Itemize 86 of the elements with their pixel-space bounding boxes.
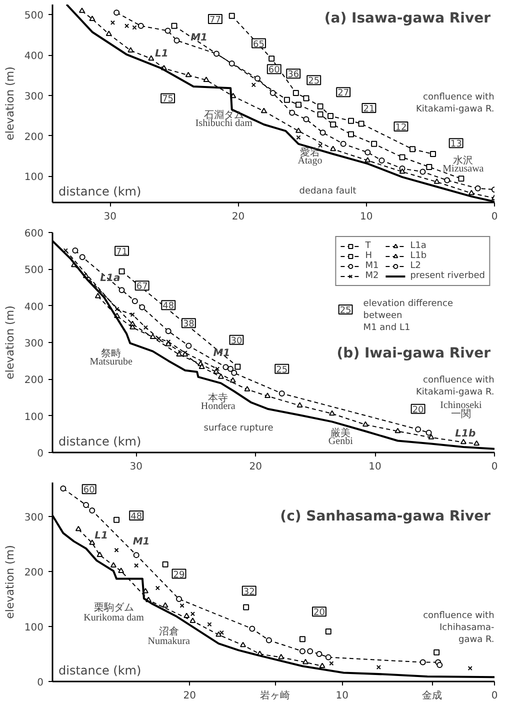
y-tick-label: 500 [24, 10, 44, 22]
x-tick-label: 20 [232, 212, 245, 222]
x-tick-label: 0 [491, 462, 498, 472]
y-axis-title: elevation (m) [3, 66, 16, 140]
y-tick-label: 100 [24, 622, 44, 634]
annotation: Ishibuchi dam [195, 118, 253, 129]
legend-label: present riverbed [410, 271, 485, 281]
annotation: Hondera [200, 401, 236, 412]
annotation: confluence with Kitakami-gawa R. [416, 376, 494, 398]
annotation: 25 [276, 365, 288, 376]
annotation: 77 [209, 16, 221, 26]
x-tick-label: 20 [183, 690, 196, 702]
annotation: M1 [190, 32, 208, 44]
legend-label: M1 [365, 261, 380, 271]
annotation: 25 [340, 306, 352, 316]
annotation: 60 [83, 486, 96, 496]
legend-label: L1b [410, 251, 428, 261]
text: (c) Sanhasama-gawa River [280, 508, 491, 524]
x-tick-label: 10 [360, 212, 373, 222]
x-axis-title: distance (km) [58, 184, 142, 198]
annotation: 30 [230, 336, 242, 346]
annotation: L1a [100, 273, 121, 284]
y-tick-label: 400 [24, 302, 44, 313]
annotation: L1b [455, 428, 476, 440]
annotation: 21 [363, 104, 375, 114]
annotation: 栗駒ダム [94, 601, 134, 614]
text: (b) Iwai-gawa River [336, 346, 491, 362]
legend-label: L1a [410, 241, 428, 251]
annotation: 25 [308, 76, 320, 87]
y-tick-label: 200 [24, 568, 44, 579]
y-tick-label: 200 [24, 132, 44, 143]
y-tick-label: 100 [24, 172, 44, 184]
x-axis-title: distance (km) [58, 434, 142, 448]
y-tick-label: 600 [24, 228, 44, 240]
y-tick-label: 300 [24, 91, 44, 102]
annotation: Numakura [148, 636, 190, 648]
annotation: surface rupture [204, 423, 274, 434]
chart-title: (a) Isawa-gawa River [324, 10, 491, 26]
annotation: 48 [162, 302, 174, 312]
annotation: 沼倉 [158, 625, 179, 638]
annotation: 20 [412, 405, 424, 416]
annotation: Kurikoma dam [84, 612, 144, 624]
annotation: confluence with Ichihasama- gawa R. [423, 610, 494, 645]
annotation: L1 [155, 48, 168, 60]
y-tick-label: 0 [37, 678, 44, 688]
x-tick-label: 岩ヶ崎 [260, 690, 290, 702]
x-tick-label: 20 [249, 462, 262, 472]
y-tick-label: 500 [24, 265, 44, 276]
annotation: M1 [132, 536, 150, 548]
annotation: 48 [130, 512, 142, 522]
legend-label: M2 [365, 271, 380, 281]
x-tick-label: 0 [491, 690, 498, 702]
annotation: 38 [182, 320, 195, 330]
annotation: L1 [94, 530, 108, 542]
y-tick-label: 100 [24, 412, 44, 423]
annotation: 20 [314, 608, 326, 618]
annotation: M1 [213, 348, 230, 359]
y-tick-label: 400 [24, 51, 44, 62]
x-tick-label: 30 [130, 462, 142, 472]
annotation: 一関 [450, 409, 471, 420]
annotation: elevation difference between M1 and L1 [363, 299, 454, 334]
legend-label: H [365, 251, 373, 261]
annotation: 13 [450, 140, 462, 150]
annotation: 71 [116, 247, 128, 258]
annotation: 12 [395, 123, 407, 134]
y-tick-label: 0 [37, 448, 44, 460]
legend-label: T [365, 241, 372, 251]
x-tick-label: 0 [491, 212, 498, 222]
y-axis-title: elevation (m) [3, 545, 16, 619]
y-tick-label: 300 [24, 338, 44, 350]
annotation: 36 [288, 70, 300, 80]
annotation: confluence with Kitakami-gawa R. [416, 92, 494, 114]
y-tick-label: 200 [24, 375, 44, 386]
x-tick-label: 10 [336, 690, 348, 702]
annotation: 67 [136, 282, 148, 292]
x-tick-label: 30 [104, 212, 117, 222]
legend-label: L2 [410, 261, 422, 271]
annotation: 27 [338, 88, 350, 99]
x-tick-label: 10 [368, 462, 382, 472]
annotation: dedana fault [299, 186, 357, 197]
y-axis-title: elevation (m) [3, 306, 16, 380]
x-axis-title: distance (km) [58, 664, 142, 678]
annotation: 75 [162, 94, 174, 105]
y-tick-label: 300 [24, 512, 44, 524]
annotation: 60 [268, 66, 280, 76]
x-tick-label: 金成 [422, 690, 442, 702]
